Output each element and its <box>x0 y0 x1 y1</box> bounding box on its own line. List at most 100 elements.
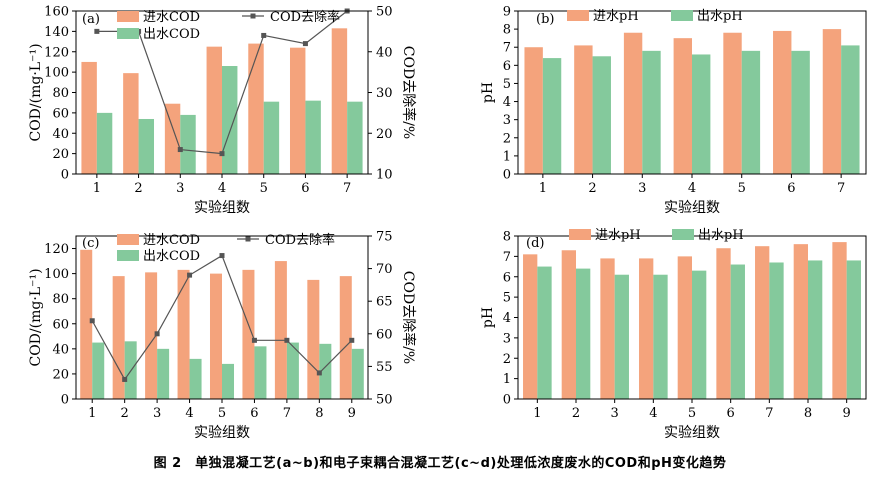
bar-c-outflow-3 <box>157 348 170 399</box>
bar-a-outflow-3 <box>180 114 196 174</box>
bar-a-outflow-6 <box>305 100 321 174</box>
xtick-label-d-5: 5 <box>688 406 696 421</box>
bar-a-outflow-1 <box>96 112 113 174</box>
point-a-removal-4 <box>219 151 225 157</box>
ytick-label-a-0: 0 <box>61 168 69 183</box>
bar-a-inflow-3 <box>164 103 181 174</box>
ytick-label-d-4: 4 <box>503 311 511 326</box>
point-c-removal-7 <box>284 337 290 343</box>
bar-c-outflow-8 <box>319 343 332 399</box>
xlabel-b: 实验组数 <box>664 200 720 216</box>
xtick-label-c-5: 5 <box>218 406 226 421</box>
ytick-label-a-160: 160 <box>44 5 69 20</box>
bar-c-inflow-7 <box>274 261 287 399</box>
ytick-label-a-120: 120 <box>44 45 69 60</box>
bar-c-inflow-4 <box>177 269 190 399</box>
ylabel-d: pH <box>480 307 496 328</box>
legend-marker-c-removal <box>245 236 251 242</box>
point-a-removal-1 <box>94 28 100 34</box>
bar-a-inflow-2 <box>123 73 139 174</box>
legend-swatch-d-inflow <box>569 229 591 240</box>
bar-c-inflow-9 <box>339 276 352 399</box>
bar-a-inflow-7 <box>331 28 348 174</box>
ytick-label-b-2: 2 <box>503 131 511 146</box>
ytick-label-d-3: 3 <box>503 331 511 346</box>
ytick-label-c-60: 60 <box>52 317 69 332</box>
xtick-label-c-6: 6 <box>250 406 258 421</box>
ytick-label-d-0: 0 <box>503 393 511 408</box>
y2tick-label-a-30: 30 <box>376 86 393 101</box>
ytick-label-a-80: 80 <box>52 86 69 101</box>
legend-label-c-removal: COD去除率 <box>265 232 335 248</box>
bar-a-outflow-2 <box>138 118 155 174</box>
point-c-removal-5 <box>219 253 225 259</box>
bar-a-outflow-5 <box>263 101 280 174</box>
xtick-label-d-4: 4 <box>649 406 657 421</box>
bar-c-inflow-3 <box>145 272 158 399</box>
xtick-label-a-3: 3 <box>176 181 184 196</box>
bar-c-inflow-5 <box>209 273 222 399</box>
ytick-label-a-20: 20 <box>52 147 69 162</box>
y2tick-label-c-60: 60 <box>376 327 393 342</box>
ytick-label-a-40: 40 <box>52 127 69 142</box>
bar-d-outflow-8 <box>808 260 823 399</box>
bar-d-inflow-4 <box>639 258 654 399</box>
ytick-label-d-7: 7 <box>503 250 511 265</box>
legend-swatch-b-outflow <box>671 10 693 21</box>
xtick-label-d-9: 9 <box>843 406 851 421</box>
legend-label-a-removal: COD去除率 <box>270 9 340 25</box>
ytick-label-b-1: 1 <box>503 149 511 164</box>
legend-swatch-d-outflow <box>672 229 694 240</box>
bar-c-outflow-5 <box>222 363 235 399</box>
point-c-removal-1 <box>89 318 95 324</box>
point-c-removal-2 <box>122 376 128 382</box>
xtick-label-a-2: 2 <box>134 181 142 196</box>
ytick-label-b-9: 9 <box>503 5 511 20</box>
bar-c-inflow-8 <box>307 279 320 399</box>
bar-d-inflow-5 <box>677 256 692 399</box>
bar-d-outflow-5 <box>692 270 707 399</box>
ytick-label-b-6: 6 <box>503 59 511 74</box>
bar-b-inflow-3 <box>623 32 643 174</box>
legend-label-b-outflow: 出水pH <box>697 9 743 24</box>
bar-b-outflow-2 <box>592 56 611 174</box>
ylabel-a: COD/(mg·L⁻¹) <box>28 43 44 141</box>
bar-c-outflow-4 <box>189 358 202 399</box>
ylabel-c: COD/(mg·L⁻¹) <box>28 268 44 366</box>
y2tick-label-a-20: 20 <box>376 127 393 142</box>
bar-b-outflow-7 <box>841 45 860 175</box>
bar-d-inflow-3 <box>600 258 615 399</box>
ytick-label-a-100: 100 <box>44 66 69 81</box>
bar-b-inflow-6 <box>773 30 792 174</box>
ytick-label-b-5: 5 <box>503 77 511 92</box>
bar-c-outflow-6 <box>254 346 267 399</box>
bar-c-outflow-9 <box>351 348 364 399</box>
y2label-c: COD去除率/% <box>400 271 417 364</box>
bar-d-outflow-9 <box>846 260 861 399</box>
xtick-label-d-2: 2 <box>572 406 580 421</box>
point-c-removal-4 <box>187 272 193 278</box>
ytick-label-a-140: 140 <box>44 25 69 40</box>
bar-d-outflow-3 <box>614 274 629 399</box>
xtick-label-d-1: 1 <box>533 406 541 421</box>
y2label-a: COD去除率/% <box>400 46 417 139</box>
chart-c: 0 20 40 60 80 100 120 50 55 60 65 70 75 1 2 3 4 5 6 7 8 9 实验组数… <box>28 230 417 442</box>
legend-label-c-inflow: 进水COD <box>143 233 200 248</box>
ytick-label-b-4: 4 <box>503 95 511 110</box>
bar-a-inflow-5 <box>248 43 264 174</box>
panel-label-a: (a) <box>82 12 100 27</box>
xtick-label-a-4: 4 <box>218 181 226 196</box>
figure-caption: 图 2 单独混凝工艺(a~b)和电子束耦合混凝工艺(c~d)处理低浓度废水的CO… <box>153 456 727 471</box>
bar-a-inflow-1 <box>81 61 97 174</box>
bar-d-inflow-8 <box>793 244 808 399</box>
chart-a: 0 20 40 60 80 100 120 140 160 10 20 30 40 50 1 2 3 4 5 6 7 实验… <box>28 5 417 217</box>
bar-a-outflow-7 <box>347 101 363 174</box>
bar-c-outflow-7 <box>286 342 299 399</box>
bar-d-outflow-6 <box>730 264 745 399</box>
bar-a-inflow-4 <box>206 46 222 174</box>
xtick-label-c-1: 1 <box>88 406 96 421</box>
legend-marker-a-removal <box>250 13 256 19</box>
xtick-label-b-7: 7 <box>837 181 845 196</box>
bar-c-inflow-1 <box>80 249 93 399</box>
xlabel-c: 实验组数 <box>194 425 250 441</box>
